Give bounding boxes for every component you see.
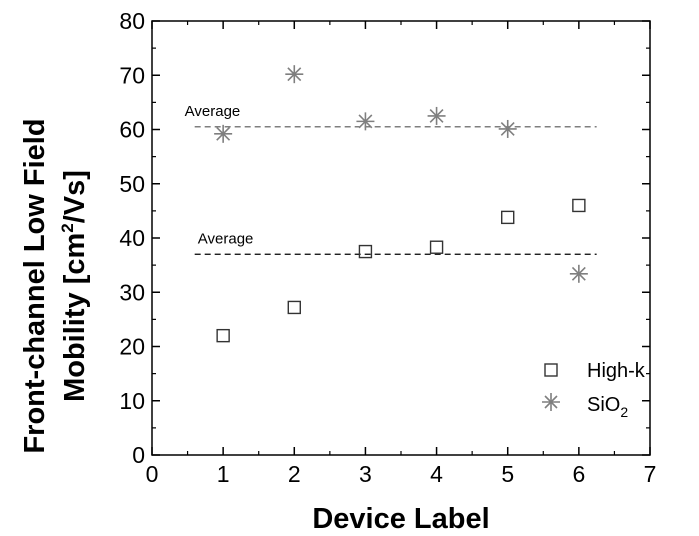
high-k-point [287, 300, 301, 315]
y-axis-title: Front-channel Low Field [19, 118, 51, 453]
y-axis-title-line2: Mobility [cm2/Vs] [58, 170, 91, 402]
high-k-point [501, 210, 515, 225]
y-tick-label: 20 [119, 334, 145, 360]
high-k-point [358, 244, 373, 259]
sio2-point [356, 112, 375, 131]
y-tick-label: 30 [119, 279, 145, 305]
legend-asterisk-marker [542, 393, 560, 411]
sio2-point [498, 119, 517, 138]
x-tick-label: 3 [359, 461, 372, 487]
sio2-point [569, 264, 588, 283]
y-tick-label: 70 [119, 62, 145, 88]
average-lines: Average Average [185, 103, 597, 255]
average-label-1: Average [198, 230, 254, 247]
high-k-point [572, 198, 586, 213]
x-axis-title: Device Label [312, 503, 489, 535]
x-tick-label: 7 [644, 461, 657, 487]
legend: High-k SiO2 [542, 360, 646, 420]
y-axis-title-2: Mobility [cm2/Vs] [58, 170, 91, 402]
high-k-point [216, 328, 230, 343]
y-tick-label: 80 [119, 8, 145, 34]
y-tick-label: 40 [119, 225, 145, 251]
legend-label-sio2: SiO2 [587, 394, 628, 420]
sio2-point [285, 65, 304, 84]
y-axis-title-superscript: 2 [58, 223, 77, 232]
x-tick-label: 2 [288, 461, 301, 487]
y-tick-label: 0 [132, 442, 145, 468]
y-tick-label: 10 [119, 388, 145, 414]
x-tick-label: 4 [430, 461, 443, 487]
y-axis-title-unit-end: /Vs] [59, 170, 91, 223]
legend-label-sio2-main: SiO [587, 394, 620, 416]
axis-ticks [151, 20, 651, 456]
y-tick-label: 60 [119, 117, 145, 143]
legend-label-sio2-subscript: 2 [620, 404, 628, 420]
x-tick-label: 6 [572, 461, 585, 487]
legend-label-high-k: High-k [587, 360, 646, 382]
average-label-0: Average [185, 103, 241, 120]
x-tick-label: 1 [217, 461, 230, 487]
y-axis-title-main: Mobility [cm [59, 233, 91, 402]
legend-square-marker [544, 363, 558, 377]
x-tick-label: 0 [146, 461, 159, 487]
sio2-point [214, 124, 233, 143]
x-tick-label: 5 [501, 461, 514, 487]
y-axis-title-line1: Front-channel Low Field [19, 118, 51, 453]
high-k-point [429, 240, 444, 254]
y-tick-label: 50 [119, 171, 145, 197]
sio2-point [427, 106, 446, 125]
data-points [214, 65, 588, 343]
